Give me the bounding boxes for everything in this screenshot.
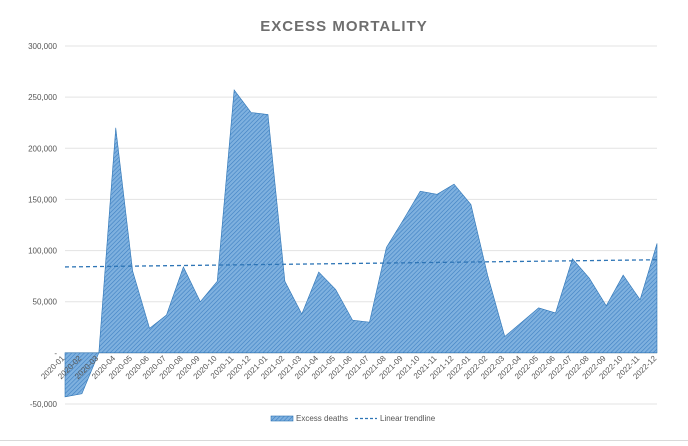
legend-swatch-excess-deaths <box>270 415 294 422</box>
excess-deaths-point <box>317 270 320 273</box>
excess-deaths-point <box>520 321 523 324</box>
excess-deaths-point <box>114 126 117 129</box>
excess-deaths-point <box>486 275 489 278</box>
legend: Excess deaths Linear trendline <box>270 414 436 423</box>
excess-deaths-point <box>537 306 540 309</box>
excess-deaths-point <box>368 321 371 324</box>
y-axis-ticks: -50,000-50,000100,000150,000200,000250,0… <box>28 42 57 409</box>
excess-deaths-point <box>233 88 236 91</box>
chart-title: EXCESS MORTALITY <box>260 18 428 35</box>
excess-deaths-point <box>385 246 388 249</box>
excess-deaths-point <box>148 327 151 330</box>
excess-deaths-point <box>571 257 574 260</box>
excess-deaths-point <box>436 193 439 196</box>
excess-deaths-point <box>419 190 422 193</box>
excess-deaths-point <box>469 203 472 206</box>
excess-deaths-point <box>503 335 506 338</box>
excess-deaths-point <box>300 312 303 315</box>
excess-deaths-point <box>554 311 557 314</box>
trend-layer <box>64 259 658 268</box>
excess-deaths-point <box>622 274 625 277</box>
legend-label-trendline: Linear trendline <box>380 414 436 423</box>
excess-deaths-point <box>97 351 100 354</box>
y-tick-label: 300,000 <box>28 42 57 51</box>
excess-deaths-point <box>283 280 286 283</box>
bottom-divider <box>0 440 688 441</box>
excess-deaths-point <box>266 113 269 116</box>
excess-deaths-point <box>402 218 405 221</box>
y-tick-label: 50,000 <box>33 298 58 307</box>
y-tick-label: - <box>54 349 57 358</box>
excess-deaths-point <box>216 280 219 283</box>
excess-deaths-point <box>131 269 134 272</box>
excess-deaths-point <box>334 288 337 291</box>
x-axis-ticks: 2020-012020-022020-032020-042020-052020-… <box>39 354 659 382</box>
excess-deaths-point <box>655 242 658 245</box>
excess-deaths-point <box>588 277 591 280</box>
excess-deaths-point <box>605 304 608 307</box>
legend-label-excess-deaths: Excess deaths <box>296 414 348 423</box>
excess-deaths-point <box>80 392 83 395</box>
y-tick-label: 150,000 <box>28 195 57 204</box>
excess-deaths-point <box>452 182 455 185</box>
y-tick-label: 200,000 <box>28 144 57 153</box>
linear-trendline <box>64 259 658 268</box>
excess-deaths-point <box>199 300 202 303</box>
excess-deaths-point <box>249 111 252 114</box>
excess-deaths-point <box>638 298 641 301</box>
excess-deaths-area <box>64 89 658 398</box>
y-tick-label: 100,000 <box>28 247 57 256</box>
excess-deaths-point <box>63 395 66 398</box>
y-tick-label: 250,000 <box>28 93 57 102</box>
excess-deaths-point <box>351 319 354 322</box>
area-layer <box>63 88 658 398</box>
y-tick-label: -50,000 <box>30 400 58 409</box>
excess-deaths-point <box>165 313 168 316</box>
